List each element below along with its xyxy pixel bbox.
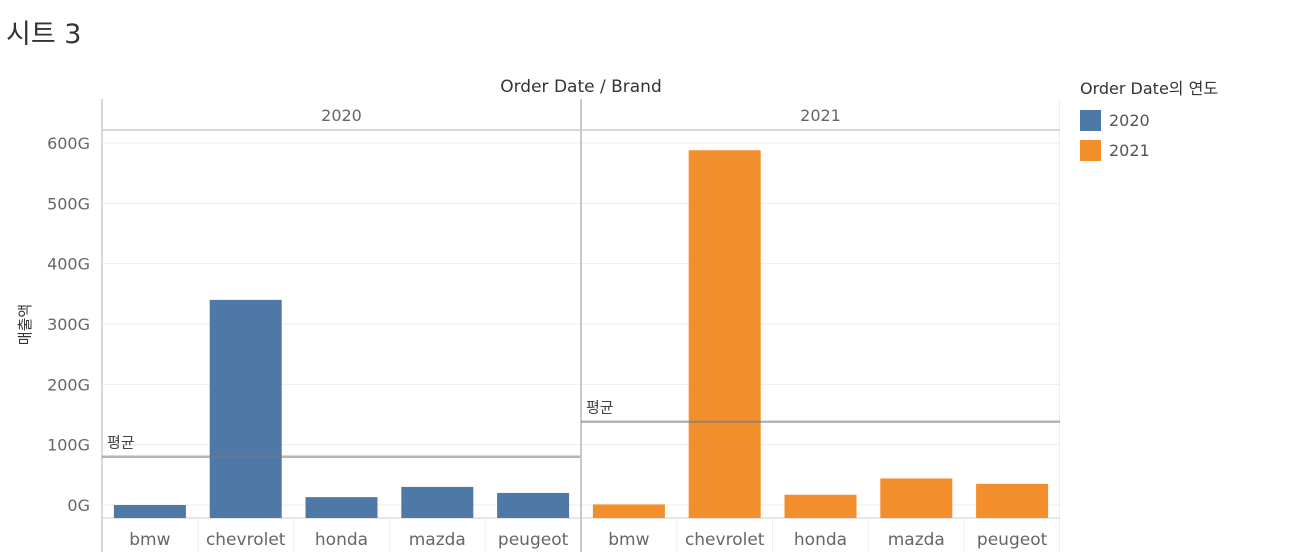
y-tick-label: 200G bbox=[47, 375, 90, 394]
legend-item-2021[interactable]: 2021 bbox=[1080, 135, 1280, 165]
bar-2020-mazda[interactable] bbox=[401, 486, 474, 518]
legend-title: Order Date의 연도 bbox=[1080, 79, 1219, 98]
y-tick-label: 100G bbox=[47, 436, 90, 455]
legend-swatch-2021 bbox=[1080, 139, 1101, 161]
bar-2020-peugeot[interactable] bbox=[497, 492, 570, 518]
average-label-2020: 평균 bbox=[107, 434, 135, 452]
x-tick-label: honda bbox=[315, 530, 368, 550]
bar-2021-honda[interactable] bbox=[784, 494, 857, 518]
legend: Order Date의 연도 2020 2021 bbox=[1080, 75, 1280, 165]
y-tick-label: 500G bbox=[47, 194, 90, 213]
bar-2020-honda[interactable] bbox=[305, 497, 378, 518]
average-label-2021: 평균 bbox=[586, 399, 614, 417]
bar-2021-mazda[interactable] bbox=[880, 478, 953, 518]
bar-2020-chevrolet[interactable] bbox=[209, 299, 282, 518]
x-tick-label: bmw bbox=[608, 530, 649, 550]
bar-2021-bmw[interactable] bbox=[592, 504, 665, 518]
bar-2021-chevrolet[interactable] bbox=[688, 150, 761, 519]
legend-item-2020[interactable]: 2020 bbox=[1080, 105, 1280, 135]
y-axis-label: 매출액 bbox=[16, 304, 34, 345]
legend-label-2021: 2021 bbox=[1109, 140, 1150, 160]
y-tick-label: 300G bbox=[47, 315, 90, 334]
panel-header-2020: 2020 bbox=[321, 106, 362, 125]
panel-header-2021: 2021 bbox=[800, 106, 841, 125]
y-tick-label: 400G bbox=[47, 255, 90, 274]
y-tick-label: 600G bbox=[47, 134, 90, 153]
bar-2020-bmw[interactable] bbox=[113, 505, 186, 518]
legend-label-2020: 2020 bbox=[1109, 110, 1150, 130]
bar-2021-peugeot[interactable] bbox=[976, 483, 1049, 518]
sheet-title: 시트 3 bbox=[6, 19, 82, 50]
x-tick-label: mazda bbox=[409, 530, 466, 550]
y-tick-label: 0G bbox=[67, 496, 90, 515]
x-tick-label: peugeot bbox=[977, 530, 1048, 550]
x-tick-label: bmw bbox=[129, 530, 170, 550]
x-tick-label: mazda bbox=[888, 530, 945, 550]
x-tick-label: peugeot bbox=[498, 530, 569, 550]
header-title: Order Date / Brand bbox=[500, 77, 662, 97]
x-tick-label: honda bbox=[794, 530, 847, 550]
legend-swatch-2020 bbox=[1080, 109, 1101, 131]
x-tick-label: chevrolet bbox=[685, 530, 765, 550]
bar-chart: Order Date / Brand 매출액 0G 100G 200G 300G 400G 5… bbox=[16, 77, 1060, 552]
x-tick-label: chevrolet bbox=[206, 530, 286, 550]
